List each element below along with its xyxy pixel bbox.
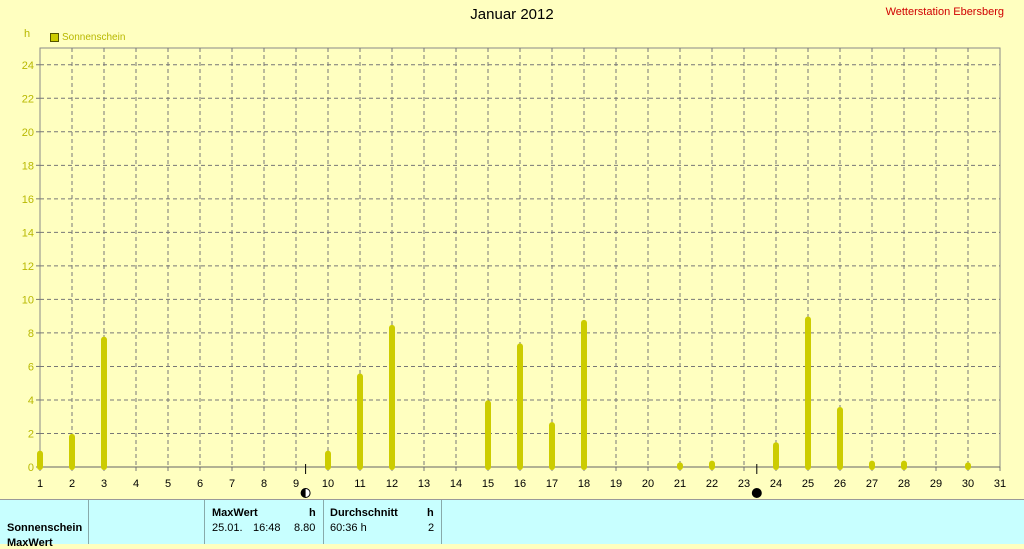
x-tick-label: 12 [386,478,398,490]
y-tick-label: 24 [22,60,34,72]
legend-label: Sonnenschein [62,32,126,43]
x-tick-label: 16 [514,478,526,490]
x-tick-label: 7 [229,478,235,490]
chart-title: Januar 2012 [470,6,554,23]
stats-panel: Sonnenschein MaxWert MaxWert h 25.01. 16… [0,499,1024,549]
x-tick-label: 26 [834,478,846,490]
legend-swatch [50,33,59,42]
stats-empty-cell [89,500,205,544]
x-tick-label: 29 [930,478,942,490]
max-header: MaxWert [212,507,258,519]
x-tick-label: 9 [293,478,299,490]
y-tick-label: 18 [22,160,34,172]
y-axis-unit: h [24,28,31,40]
x-tick-label: 24 [770,478,782,490]
y-tick-label: 4 [28,395,34,407]
x-tick-label: 11 [354,478,365,490]
x-tick-label: 5 [165,478,171,490]
x-tick-label: 8 [261,478,267,490]
y-tick-label: 16 [22,194,34,206]
x-tick-label: 20 [642,478,654,490]
stats-max-cell: MaxWert h 25.01. 16:48 8.80 [205,500,324,544]
x-tick-label: 6 [197,478,203,490]
y-tick-label: 12 [22,261,34,273]
x-tick-label: 3 [101,478,107,490]
avg-value: 60:36 h [330,522,367,534]
x-tick-label: 30 [962,478,974,490]
x-tick-label: 17 [546,478,558,490]
x-tick-label: 4 [133,478,139,490]
y-tick-label: 6 [28,361,34,373]
moon-shade [301,488,306,498]
station-name: Wetterstation Ebersberg [885,6,1004,18]
stats-avg-cell: Durchschnitt h 60:36 h 2 [324,500,442,544]
x-tick-label: 13 [418,478,430,490]
x-tick-label: 10 [322,478,334,490]
x-tick-label: 18 [578,478,590,490]
x-tick-label: 21 [674,478,686,490]
x-tick-label: 22 [706,478,718,490]
stats-label-cell: Sonnenschein MaxWert [0,500,89,549]
stats-row2-label: MaxWert [7,537,53,549]
x-tick-label: 14 [450,478,462,490]
x-tick-label: 25 [802,478,814,490]
x-tick-label: 28 [898,478,910,490]
avg-extra: 2 [428,522,435,534]
x-tick-label: 2 [69,478,75,490]
x-tick-label: 27 [866,478,878,490]
max-date: 25.01. [212,522,243,534]
x-tick-label: 31 [994,478,1006,490]
y-tick-label: 0 [28,462,34,474]
avg-header: Durchschnitt [330,507,398,519]
x-tick-label: 15 [482,478,494,490]
legend: Sonnenschein [50,32,125,43]
max-time: 16:48 [253,522,281,534]
y-tick-label: 20 [22,127,34,139]
avg-unit: h [427,507,434,519]
max-unit: h [309,507,316,519]
stats-row-label: Sonnenschein [7,522,83,534]
x-tick-label: 23 [738,478,750,490]
new-moon-icon [751,488,762,498]
y-tick-label: 22 [22,93,34,105]
max-value: 8.80 [294,522,316,534]
y-tick-label: 10 [22,294,34,306]
x-tick-label: 1 [37,478,43,490]
y-tick-label: 8 [28,328,34,340]
y-tick-label: 14 [22,227,34,239]
y-tick-label: 2 [28,428,34,440]
x-tick-label: 19 [610,478,622,490]
